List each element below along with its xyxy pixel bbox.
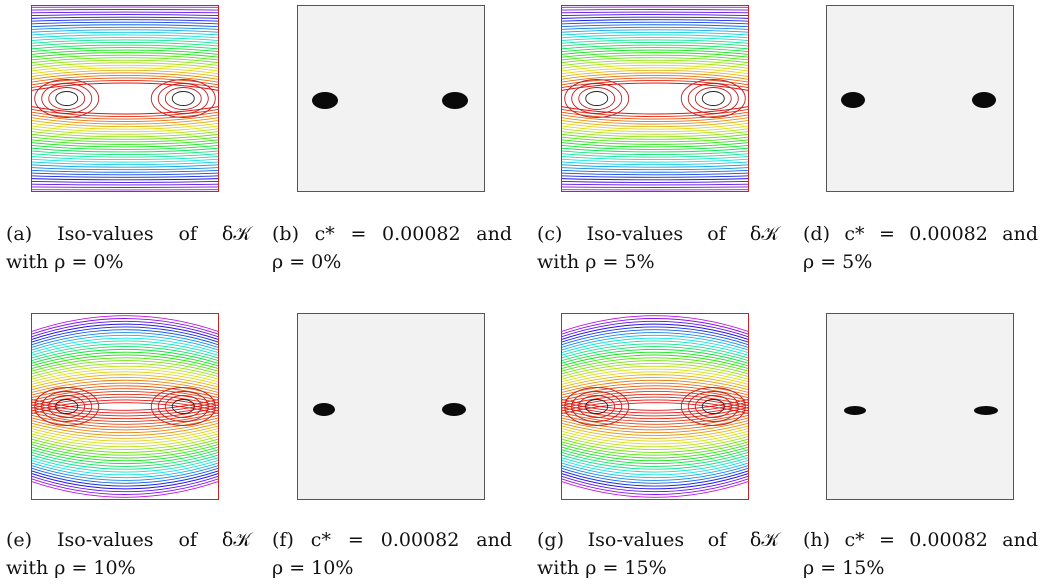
blob-plot-d	[826, 5, 1014, 192]
caption-f: (f) c* = 0.00082 and ρ = 10%	[272, 526, 512, 582]
caption-b-line1: (b) c* = 0.00082 and	[272, 223, 512, 245]
caption-g-line1: (g) Iso-values of δ𝒦	[537, 529, 779, 551]
caption-h-line2: ρ = 15%	[803, 557, 885, 579]
caption-e: (e) Iso-values of δ𝒦 with ρ = 10%	[6, 526, 251, 582]
caption-e-line1: (e) Iso-values of δ𝒦	[6, 529, 251, 551]
iso-value-plot-c	[561, 5, 749, 192]
caption-c: (c) Iso-values of δ𝒦 with ρ = 5%	[537, 220, 779, 276]
blob-right	[974, 406, 998, 415]
blob-left	[313, 403, 335, 416]
blob-plot-b	[297, 5, 485, 192]
blob-left	[841, 92, 865, 108]
caption-c-line1: (c) Iso-values of δ𝒦	[537, 223, 779, 245]
caption-h-line1: (h) c* = 0.00082 and	[803, 529, 1038, 551]
blob-plot-h	[826, 313, 1014, 500]
iso-value-plot-g	[561, 313, 749, 500]
caption-b-line2: ρ = 0%	[272, 251, 342, 273]
caption-a-line2: with ρ = 0%	[6, 251, 124, 273]
iso-value-plot-a	[31, 5, 219, 192]
blob-left	[312, 92, 338, 109]
caption-b: (b) c* = 0.00082 and ρ = 0%	[272, 220, 512, 276]
caption-d: (d) c* = 0.00082 and ρ = 5%	[803, 220, 1038, 276]
blob-plot-f	[297, 313, 485, 500]
caption-g-line2: with ρ = 15%	[537, 557, 667, 579]
iso-value-plot-e	[31, 313, 219, 500]
blob-left	[844, 406, 866, 415]
blob-right	[442, 92, 468, 109]
caption-g: (g) Iso-values of δ𝒦 with ρ = 15%	[537, 526, 779, 582]
caption-e-line2: with ρ = 10%	[6, 557, 136, 579]
caption-h: (h) c* = 0.00082 and ρ = 15%	[803, 526, 1038, 582]
blob-right	[972, 92, 996, 108]
caption-f-line1: (f) c* = 0.00082 and	[272, 529, 512, 551]
caption-a: (a) Iso-values of δ𝒦 with ρ = 0%	[6, 220, 251, 276]
caption-d-line2: ρ = 5%	[803, 251, 873, 273]
caption-a-line1: (a) Iso-values of δ𝒦	[6, 223, 251, 245]
caption-c-line2: with ρ = 5%	[537, 251, 655, 273]
caption-f-line2: ρ = 10%	[272, 557, 354, 579]
blob-right	[442, 403, 466, 416]
caption-d-line1: (d) c* = 0.00082 and	[803, 223, 1038, 245]
